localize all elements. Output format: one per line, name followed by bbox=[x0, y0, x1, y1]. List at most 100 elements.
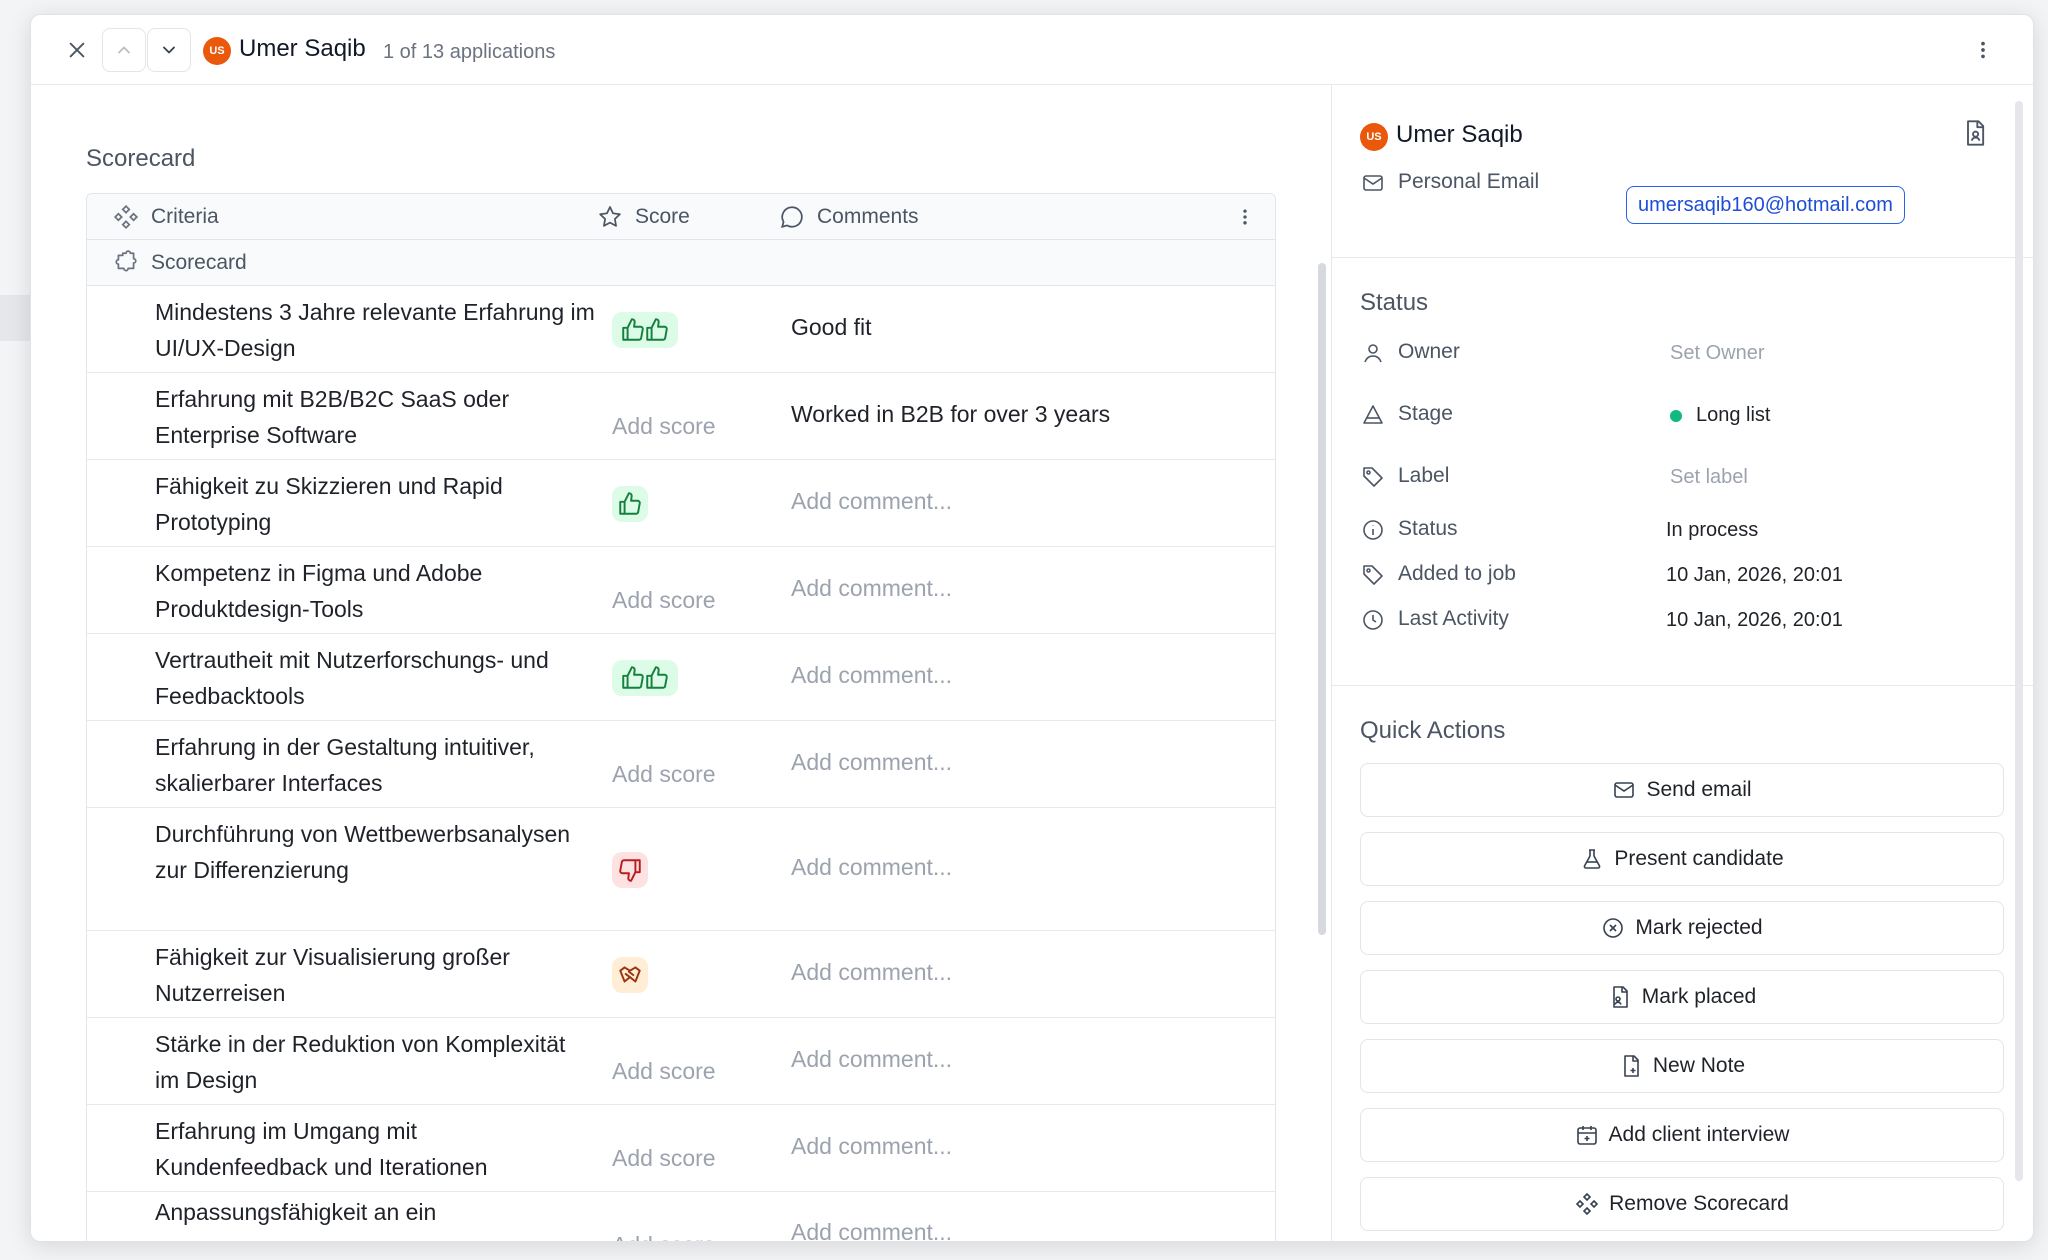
column-criteria: Criteria bbox=[113, 194, 219, 240]
pane-divider bbox=[1331, 85, 1332, 1241]
scorecard-rows: Mindestens 3 Jahre relevante Erfahrung i… bbox=[87, 286, 1275, 1242]
puzzle-icon bbox=[115, 249, 137, 271]
criteria-text: Kompetenz in Figma und Adobe Produktdesi… bbox=[155, 559, 483, 622]
scorecard-scrollbar[interactable] bbox=[1318, 263, 1326, 935]
document-person-icon bbox=[1612, 986, 1628, 1008]
criteria-text: Erfahrung in der Gestaltung intuitiver, … bbox=[155, 733, 535, 796]
table-row: Durchführung von Wettbewerbsanalysen zur… bbox=[87, 808, 1275, 931]
table-more-button[interactable] bbox=[1235, 194, 1255, 240]
file-plus-icon bbox=[1624, 1055, 1639, 1077]
avatar: US bbox=[1360, 123, 1388, 151]
criteria-text: Durchführung von Wettbewerbsanalysen zur… bbox=[155, 820, 571, 883]
background-panel-strip bbox=[0, 295, 30, 341]
section-divider bbox=[1332, 257, 2033, 258]
table-row: Vertrautheit mit Nutzerforschungs- und F… bbox=[87, 634, 1275, 721]
document-person-icon bbox=[1967, 120, 1985, 146]
scorecard-title: Scorecard bbox=[86, 145, 196, 172]
more-vertical-icon bbox=[1981, 41, 1985, 59]
add-score-button[interactable]: Add score bbox=[612, 760, 716, 787]
handshake-icon bbox=[612, 956, 648, 993]
new-note-button[interactable]: New Note bbox=[1360, 1039, 2004, 1093]
send-email-button[interactable]: Send email bbox=[1360, 763, 2004, 817]
score-chip[interactable] bbox=[612, 311, 678, 348]
star-icon bbox=[599, 206, 621, 227]
application-counter: 1 of 13 applications bbox=[383, 41, 556, 63]
table-row: Erfahrung im Umgang mit Kundenfeedback u… bbox=[87, 1105, 1275, 1192]
section-divider bbox=[1332, 685, 2033, 686]
info-icon bbox=[1360, 517, 1386, 543]
mark-rejected-button[interactable]: Mark rejected bbox=[1360, 901, 2004, 955]
criteria-text: Stärke in der Reduktion von Komplexität … bbox=[155, 1030, 566, 1093]
owner-value[interactable]: Set Owner bbox=[1670, 342, 1765, 364]
scorecard-diamonds-icon bbox=[1575, 1192, 1599, 1216]
table-row: Kompetenz in Figma und Adobe Produktdesi… bbox=[87, 547, 1275, 634]
score-chip[interactable] bbox=[612, 659, 678, 696]
add-comment-field[interactable]: Add comment... bbox=[791, 1045, 953, 1072]
table-row: Fähigkeit zu Skizzieren und Rapid Protot… bbox=[87, 460, 1275, 547]
add-client-interview-button[interactable]: Add client interview bbox=[1360, 1108, 2004, 1162]
criteria-text: Fähigkeit zu Skizzieren und Rapid Protot… bbox=[155, 472, 503, 535]
add-score-button[interactable]: Add score bbox=[612, 1144, 716, 1171]
score-chip[interactable] bbox=[612, 956, 648, 993]
add-score-button[interactable]: Add score bbox=[612, 412, 716, 439]
clock-icon bbox=[1360, 607, 1386, 633]
application-modal: US Umer Saqib 1 of 13 applications Score… bbox=[30, 14, 2034, 1242]
add-score-button[interactable]: Add score bbox=[612, 586, 716, 613]
label-value[interactable]: Set label bbox=[1670, 466, 1748, 488]
email-link[interactable]: umersaqib160@hotmail.com bbox=[1626, 186, 1905, 224]
present-candidate-button[interactable]: Present candidate bbox=[1360, 832, 2004, 886]
stage-value[interactable]: Long list bbox=[1670, 404, 1771, 427]
user-icon bbox=[1360, 340, 1386, 366]
status-title: Status bbox=[1360, 289, 1429, 316]
comment-text[interactable]: Worked in B2B for over 3 years bbox=[791, 400, 1111, 427]
mail-icon bbox=[1614, 782, 1635, 798]
stage-status-dot bbox=[1670, 409, 1682, 422]
add-comment-field[interactable]: Add comment... bbox=[791, 661, 953, 688]
close-icon bbox=[69, 42, 85, 58]
add-comment-field[interactable]: Add comment... bbox=[791, 958, 953, 985]
candidate-name: Umer Saqib bbox=[239, 35, 366, 62]
add-comment-field[interactable]: Add comment... bbox=[791, 487, 953, 514]
add-comment-field[interactable]: Add comment... bbox=[791, 574, 953, 601]
add-score-button[interactable]: Add score bbox=[612, 1057, 716, 1084]
thumbs-down-icon bbox=[612, 851, 648, 888]
calendar-plus-icon bbox=[1576, 1126, 1597, 1145]
remove-scorecard-button[interactable]: Remove Scorecard bbox=[1360, 1177, 2004, 1231]
add-comment-field[interactable]: Add comment... bbox=[791, 748, 953, 775]
double-thumbs-up-icon bbox=[612, 311, 678, 348]
criteria-text: Erfahrung mit B2B/B2C SaaS oder Enterpri… bbox=[155, 385, 510, 448]
criteria-text: Fähigkeit zur Visualisierung großer Nutz… bbox=[155, 943, 510, 1006]
criteria-text: Anpassungsfähigkeit an ein bbox=[155, 1199, 437, 1225]
more-options-button[interactable] bbox=[1961, 28, 2005, 72]
add-score-button[interactable]: Add score bbox=[612, 1232, 716, 1242]
next-application-button[interactable] bbox=[147, 28, 191, 72]
add-comment-field[interactable]: Add comment... bbox=[791, 1219, 953, 1242]
flask-icon bbox=[1583, 849, 1601, 869]
scorecard-pane: Scorecard Criteria Score Comments bbox=[31, 85, 1331, 1241]
triangle-icon bbox=[1360, 402, 1386, 428]
column-score: Score bbox=[597, 194, 690, 240]
scorecard-diamonds-icon bbox=[113, 204, 139, 230]
mark-placed-button[interactable]: Mark placed bbox=[1360, 970, 2004, 1024]
details-scrollbar[interactable] bbox=[2015, 101, 2023, 1181]
criteria-text: Mindestens 3 Jahre relevante Erfahrung i… bbox=[155, 298, 595, 361]
add-comment-field[interactable]: Add comment... bbox=[791, 1132, 953, 1159]
status-value: In process bbox=[1666, 519, 1759, 541]
avatar: US bbox=[203, 37, 231, 65]
criteria-text: Vertrautheit mit Nutzerforschungs- und F… bbox=[155, 646, 549, 709]
score-chip[interactable] bbox=[612, 485, 648, 522]
modal-header: US Umer Saqib 1 of 13 applications bbox=[31, 15, 2033, 85]
close-button[interactable] bbox=[55, 28, 99, 72]
add-comment-field[interactable]: Add comment... bbox=[791, 853, 953, 880]
previous-application-button[interactable] bbox=[102, 28, 146, 72]
chevron-up-icon bbox=[118, 46, 130, 54]
comment-text[interactable]: Good fit bbox=[791, 313, 872, 340]
column-comments: Comments bbox=[779, 194, 919, 240]
double-thumbs-up-icon bbox=[612, 659, 678, 696]
more-vertical-icon bbox=[1243, 209, 1247, 225]
resume-button[interactable] bbox=[1961, 119, 1989, 147]
email-label: Personal Email bbox=[1398, 170, 1540, 193]
score-chip[interactable] bbox=[612, 851, 648, 888]
quick-actions-title: Quick Actions bbox=[1360, 717, 1506, 744]
table-row: Erfahrung in der Gestaltung intuitiver, … bbox=[87, 721, 1275, 808]
